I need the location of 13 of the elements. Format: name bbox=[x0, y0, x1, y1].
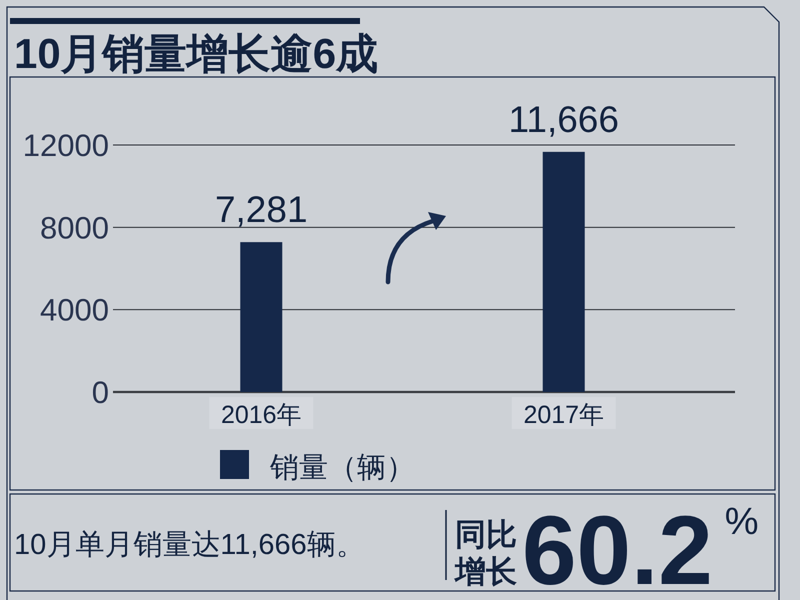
y-tick-label: 0 bbox=[92, 375, 109, 410]
y-tick-label: 4000 bbox=[40, 292, 109, 328]
y-tick-label: 8000 bbox=[40, 210, 109, 246]
text: 同比增长 bbox=[453, 517, 517, 589]
y-tick-label: 12000 bbox=[22, 128, 109, 163]
text: 10月单月销量达11,666辆。 bbox=[14, 528, 366, 563]
text: 60.2$^{%}$ bbox=[522, 495, 759, 600]
x-tick-label: 2017年 bbox=[523, 401, 604, 429]
x-tick-label: 2016年 bbox=[220, 401, 302, 429]
chart-title: 10月销量增长逾6成 bbox=[14, 30, 378, 77]
data-label: 11,666 bbox=[508, 98, 619, 140]
legend-label: 销量（辆） bbox=[269, 452, 415, 484]
data-label: 7,281 bbox=[214, 189, 308, 230]
